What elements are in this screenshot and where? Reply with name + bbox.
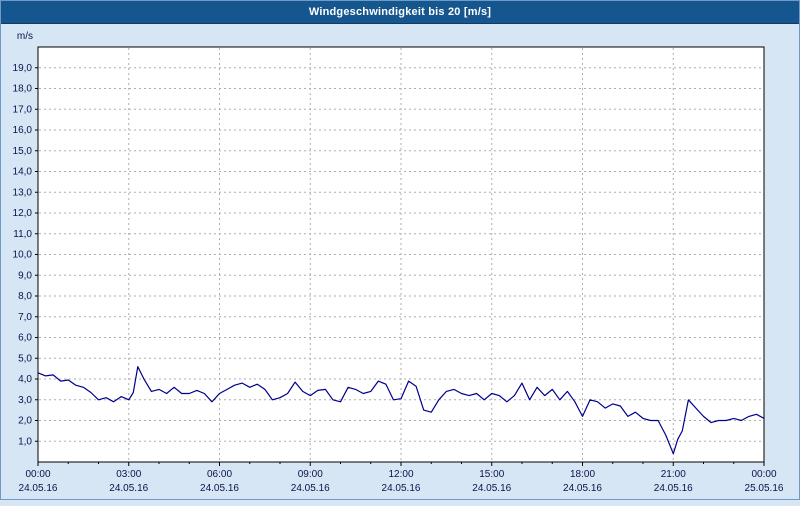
wind-speed-chart: 1,0 2,0 3,0 4,0 5,0 6,0 7,0 8,0 9,0 10,0 11,0 12,0 1… bbox=[13, 31, 784, 494]
title-bar: Windgeschwindigkeit bis 20 [m/s] bbox=[1, 1, 799, 24]
svg-text:12,0: 12,0 bbox=[13, 208, 33, 219]
x-tick-date: 24.05.16 bbox=[654, 483, 693, 494]
x-tick-time: 15:00 bbox=[479, 469, 504, 480]
x-tick-date: 24.05.16 bbox=[382, 483, 421, 494]
svg-text:7,0: 7,0 bbox=[18, 312, 32, 323]
svg-text:4,0: 4,0 bbox=[18, 374, 32, 385]
chart-area: 1,0 2,0 3,0 4,0 5,0 6,0 7,0 8,0 9,0 10,0 11,0 12,0 1… bbox=[1, 24, 800, 501]
x-tick-date: 24.05.16 bbox=[563, 483, 602, 494]
svg-text:5,0: 5,0 bbox=[18, 353, 32, 364]
svg-text:11,0: 11,0 bbox=[13, 229, 32, 240]
svg-text:3,0: 3,0 bbox=[18, 395, 32, 406]
chart-title: Windgeschwindigkeit bis 20 [m/s] bbox=[308, 6, 492, 18]
svg-text:6,0: 6,0 bbox=[18, 333, 32, 344]
svg-text:2,0: 2,0 bbox=[18, 416, 32, 427]
svg-text:18,0: 18,0 bbox=[13, 84, 33, 95]
x-tick-time: 21:00 bbox=[661, 469, 686, 480]
x-tick-time: 03:00 bbox=[116, 469, 141, 480]
x-tick-date: 24.05.16 bbox=[19, 483, 58, 494]
x-axis-labels: 00:00 24.05.16 03:00 24.05.16 06:00 24.05.16 0… bbox=[19, 469, 784, 494]
svg-text:17,0: 17,0 bbox=[13, 104, 33, 115]
x-tick-date: 24.05.16 bbox=[200, 483, 239, 494]
x-tick-date: 24.05.16 bbox=[109, 483, 148, 494]
svg-text:10,0: 10,0 bbox=[13, 250, 33, 261]
wind-speed-line bbox=[37, 366, 765, 455]
x-tick-time: 18:00 bbox=[570, 469, 595, 480]
x-tick-date: 24.05.16 bbox=[291, 483, 330, 494]
x-tick-time: 00:00 bbox=[25, 469, 50, 480]
axis-ticks bbox=[35, 67, 765, 466]
svg-text:1,0: 1,0 bbox=[18, 436, 32, 447]
y-axis-unit-label: m/s bbox=[17, 31, 33, 42]
svg-text:19,0: 19,0 bbox=[13, 63, 33, 74]
svg-text:13,0: 13,0 bbox=[13, 187, 33, 198]
x-tick-time: 06:00 bbox=[207, 469, 232, 480]
grid-lines bbox=[39, 48, 763, 461]
svg-text:16,0: 16,0 bbox=[13, 125, 33, 136]
y-axis-labels: 1,0 2,0 3,0 4,0 5,0 6,0 7,0 8,0 9,0 10,0 11,0 12,0 1… bbox=[13, 63, 33, 448]
x-tick-time: 12:00 bbox=[388, 469, 413, 480]
x-tick-time: 00:00 bbox=[751, 469, 776, 480]
svg-text:15,0: 15,0 bbox=[13, 146, 33, 157]
svg-text:14,0: 14,0 bbox=[13, 167, 33, 178]
x-tick-date: 25.05.16 bbox=[745, 483, 784, 494]
x-tick-date: 24.05.16 bbox=[472, 483, 511, 494]
svg-text:9,0: 9,0 bbox=[18, 270, 32, 281]
x-tick-time: 09:00 bbox=[298, 469, 323, 480]
svg-text:8,0: 8,0 bbox=[18, 291, 32, 302]
